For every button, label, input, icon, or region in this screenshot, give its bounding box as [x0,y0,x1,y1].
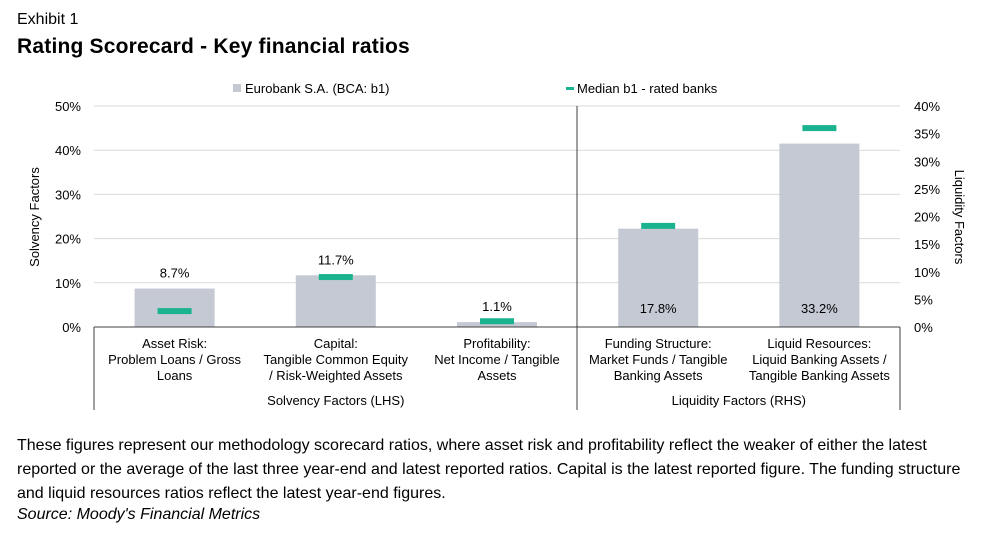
category-label: Banking Assets [614,368,703,383]
right-tick-label: 30% [914,154,940,169]
left-tick-label: 30% [55,187,81,202]
exhibit-label: Exhibit 1 [17,11,79,28]
bar [457,322,537,327]
bar [295,275,376,327]
chart-title: Rating Scorecard - Key financial ratios [17,35,410,58]
data-label: 33.2% [801,301,838,316]
legend-median-label: Median b1 - rated banks [577,81,718,96]
category-label: Tangible Banking Assets [749,368,890,383]
footnote: These figures represent our methodology … [17,437,961,502]
bar [618,228,699,327]
axes [93,106,901,410]
left-tick-label: 10% [55,276,81,291]
category-label: Liquid Resources: [767,336,871,351]
category-label: Problem Loans / Gross [108,352,241,367]
data-label: 11.7% [318,252,354,267]
right-tick-label: 10% [914,265,940,280]
gridlines [94,105,900,284]
left-tick-label: 20% [55,232,81,247]
left-axis-title: Solvency Factors [27,167,42,267]
left-tick-label: 0% [62,320,81,335]
category-label: Profitability: [463,336,530,351]
group-label: Solvency Factors (LHS) [267,393,404,408]
bar [779,143,860,327]
category-label: Assets [477,368,517,383]
right-tick-label: 35% [914,127,940,142]
group-label: Liquidity Factors (RHS) [672,393,806,408]
source-note: Source: Moody's Financial Metrics [17,506,261,523]
median-marker [641,222,676,229]
median-marker [157,308,192,315]
median-marker [480,318,514,325]
category-label: Asset Risk: [142,336,207,351]
data-label: 1.1% [482,299,512,314]
category-label: / Risk-Weighted Assets [269,368,403,383]
legend-bar-swatch [233,84,241,92]
category-label: Market Funds / Tangible [589,352,728,367]
category-label: Liquid Banking Assets / [752,352,887,367]
right-tick-label: 15% [914,237,940,252]
right-tick-label: 20% [914,210,940,225]
category-label: Net Income / Tangible [434,352,560,367]
legend-median-swatch [566,87,574,90]
bar [134,288,215,327]
category-label: Capital: [314,336,358,351]
right-tick-label: 40% [914,99,940,114]
left-tick-label: 40% [55,143,81,158]
labels: 0% 10% 20% 30% 40% 50% 0% 5% 10% 15% 20% 25% 30% 35% 4… [27,81,967,408]
legend-bar-label: Eurobank S.A. (BCA: b1) [245,81,390,96]
data-label: 8.7% [160,266,190,281]
right-tick-label: 25% [914,182,940,197]
bars [134,125,860,327]
median-marker [318,274,353,281]
right-axis-title: Liquidity Factors [952,170,967,265]
right-tick-label: 5% [914,292,933,307]
category-label: Loans [157,368,193,383]
right-tick-label: 0% [914,320,933,335]
category-label: Tangible Common Equity [264,352,409,367]
bar-chart: 0% 10% 20% 30% 40% 50% 0% 5% 10% 15% 20% 25% 30% 35% 4… [27,81,967,410]
median-marker [802,125,837,132]
data-label: 17.8% [640,301,677,316]
left-tick-label: 50% [55,99,81,114]
category-label: Funding Structure: [605,336,712,351]
